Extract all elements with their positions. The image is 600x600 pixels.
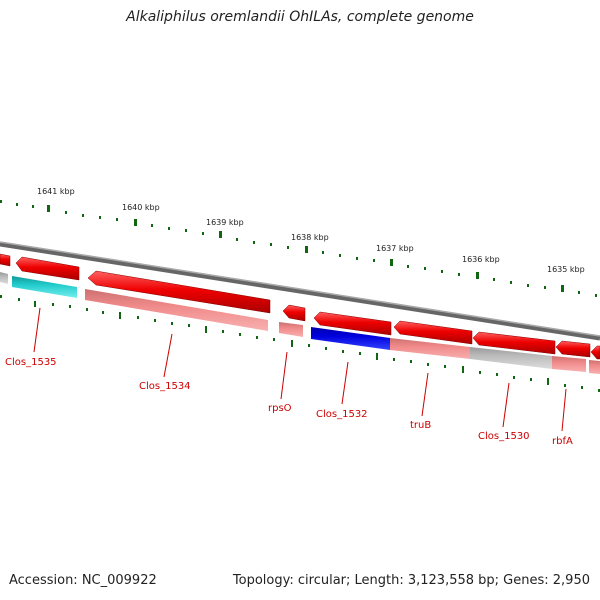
feature-segment[interactable] [0,272,8,284]
scale-tick-label: 1636 kbp [462,255,500,264]
genome-backbone [0,241,600,341]
scale-tick-label: 1637 kbp [376,244,414,253]
feature-segment[interactable] [390,338,470,359]
genome-title: Alkaliphilus oremlandii OhILAs, complete… [126,9,474,25]
gene-label[interactable]: rbfA [552,436,573,447]
feature-segment-cyan[interactable] [12,276,77,298]
accession-label: Accession: NC_009922 [9,573,157,588]
cds-arrow[interactable] [555,340,591,358]
cds-arrow[interactable] [313,311,392,336]
scale-tick-label: 1638 kbp [291,233,329,242]
scale-tick-label: 1641 kbp [37,187,75,196]
cds-arrow-track [0,253,600,360]
cds-arrow[interactable] [590,345,600,360]
scale-tick-label: 1639 kbp [206,218,244,227]
feature-segment[interactable] [279,322,303,337]
feature-segment-blue[interactable] [311,327,390,350]
feature-segment[interactable] [589,360,600,374]
cds-arrow[interactable] [15,256,80,281]
feature-track [0,272,600,374]
outer-tick-track [0,200,597,297]
scale-tick-label: 1640 kbp [122,203,160,212]
cds-arrow[interactable] [282,304,306,322]
scale-tick-label: 1635 kbp [547,265,585,274]
cds-arrow[interactable] [0,253,11,267]
feature-segment[interactable] [85,289,268,331]
gene-label[interactable]: truB [410,420,431,431]
genome-backbone-highlight [0,241,600,337]
genome-summary: Topology: circular; Length: 3,123,558 bp… [232,573,590,588]
feature-segment[interactable] [552,356,586,372]
cds-arrow[interactable] [87,270,271,314]
gene-label[interactable]: rpsO [268,403,292,414]
cds-arrow[interactable] [393,320,473,345]
gene-label[interactable]: Clos_1535 [5,357,57,368]
feature-segment-gray[interactable] [470,347,552,369]
inner-tick-track [0,295,600,392]
gene-label[interactable]: Clos_1534 [139,381,191,392]
gene-leader-lines [33,307,567,432]
gene-label[interactable]: Clos_1532 [316,409,368,420]
cds-arrow[interactable] [472,331,556,355]
gene-label[interactable]: Clos_1530 [478,431,530,442]
